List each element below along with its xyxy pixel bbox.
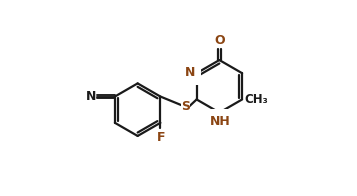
- Text: CH₃: CH₃: [245, 93, 268, 106]
- Text: NH: NH: [210, 115, 230, 128]
- Text: N: N: [85, 90, 96, 103]
- Text: N: N: [185, 66, 195, 79]
- Text: O: O: [214, 34, 225, 47]
- Text: F: F: [157, 131, 166, 144]
- Text: S: S: [181, 100, 190, 113]
